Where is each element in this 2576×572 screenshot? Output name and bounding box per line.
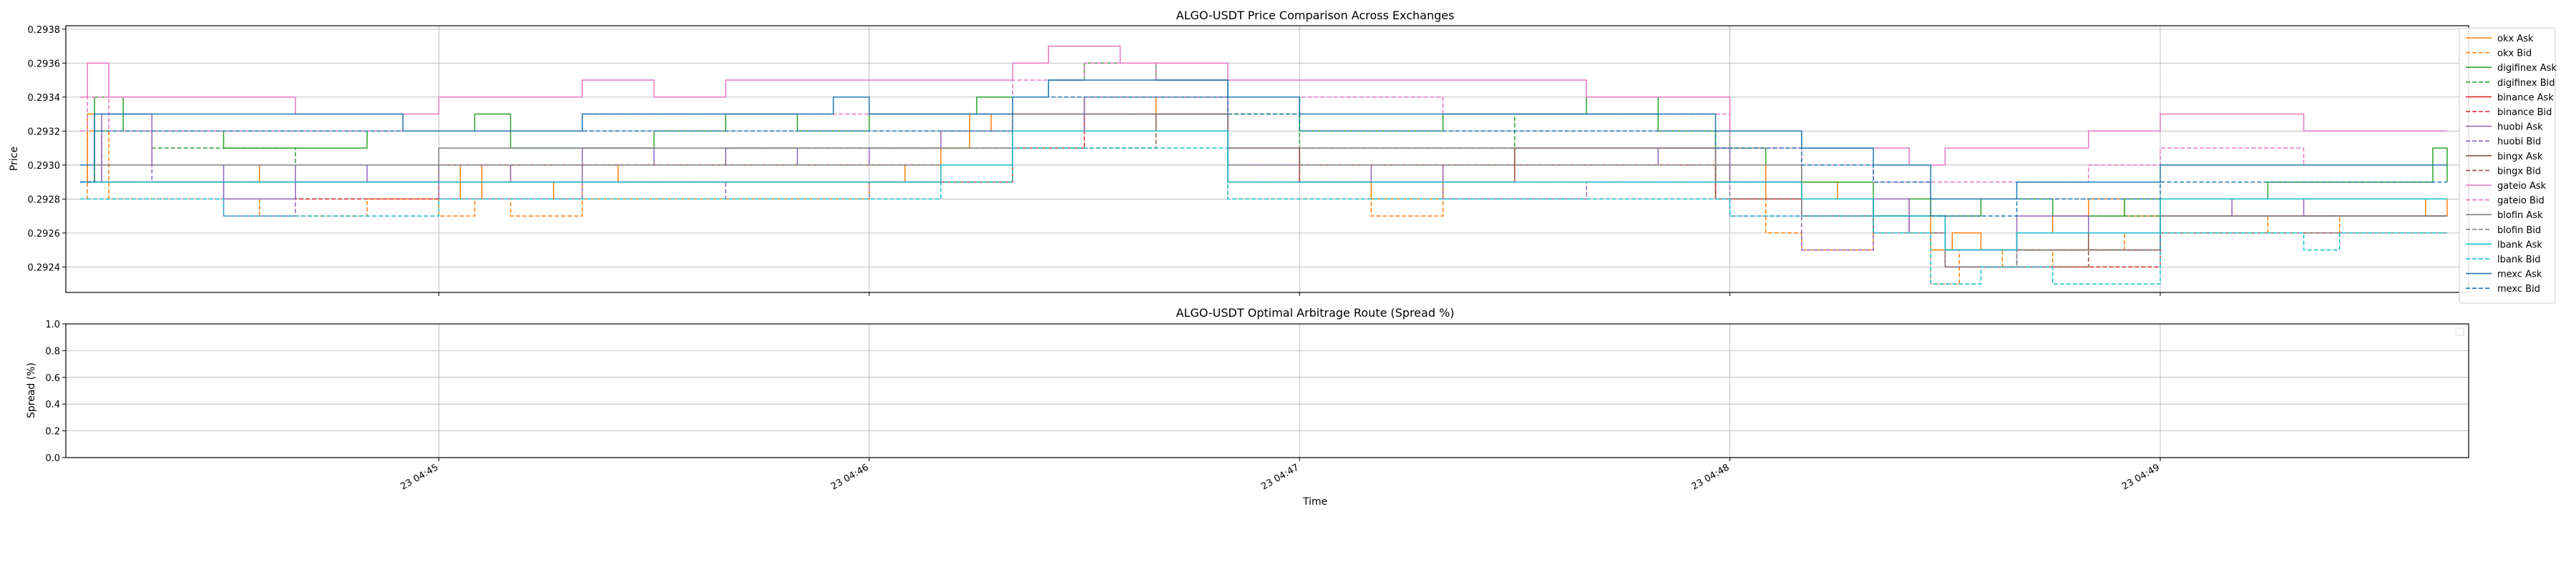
price-y-tick-label: 0.2932 xyxy=(28,127,61,137)
legend-label: gateio Bid xyxy=(2497,196,2545,207)
spread-y-axis-label: Spread (%) xyxy=(26,363,37,418)
spread-y-tick-label: 0.0 xyxy=(45,453,60,464)
price-y-tick-label: 0.2924 xyxy=(28,262,61,273)
series-line-lbank-ask xyxy=(80,130,2447,251)
legend-label: bingx Bid xyxy=(2497,166,2541,177)
legend-label: huobi Ask xyxy=(2497,122,2543,133)
series-line-lbank-bid xyxy=(80,147,2447,285)
spread-legend-box xyxy=(2455,327,2464,336)
series-line-bingx-bid xyxy=(80,130,2447,268)
spread-plot-frame xyxy=(65,323,2469,458)
price-y-ticks: 0.2924 0.2926 0.2928 0.2930 0.2932 0.2934 0.29… xyxy=(28,25,66,273)
legend-label: okx Bid xyxy=(2497,49,2532,59)
price-chart-title: ALGO-USDT Price Comparison Across Exchan… xyxy=(1176,9,1455,22)
spread-y-tick-label: 0.6 xyxy=(45,373,60,384)
legend-label: digifinex Ask xyxy=(2497,63,2557,74)
legend-label: digifinex Bid xyxy=(2497,78,2555,89)
legend-label: binance Bid xyxy=(2497,107,2552,118)
spread-x-axis-label: Time xyxy=(1302,496,1327,508)
price-y-tick-label: 0.2934 xyxy=(28,93,61,104)
legend-label: gateio Ask xyxy=(2497,181,2547,192)
legend-label: okx Ask xyxy=(2497,34,2534,44)
legend-label: bingx Ask xyxy=(2497,152,2543,162)
price-y-tick-label: 0.2926 xyxy=(28,229,61,240)
legend-label: mexc Bid xyxy=(2497,284,2540,295)
price-y-tick-label: 0.2938 xyxy=(28,25,61,36)
legend-label: lbank Bid xyxy=(2497,255,2541,265)
price-y-tick-label: 0.2936 xyxy=(28,59,61,69)
price-y-tick-label: 0.2928 xyxy=(28,194,61,205)
price-y-tick-label: 0.2930 xyxy=(28,161,61,172)
series-line-mexc-bid xyxy=(80,97,2447,217)
legend-label: mexc Ask xyxy=(2497,270,2542,280)
series-line-gateio-ask xyxy=(80,45,2447,166)
price-panel: ALGO-USDT Price Comparison Across Exchan… xyxy=(9,9,2469,296)
legend-label: huobi Bid xyxy=(2497,137,2541,147)
legend: okx Ask okx Bid digifinex Ask digifinex Bid… xyxy=(2459,27,2557,304)
legend-label: blofin Bid xyxy=(2497,225,2541,236)
price-series-group xyxy=(80,45,2448,285)
legend-label: lbank Ask xyxy=(2497,240,2542,250)
price-y-axis-label: Price xyxy=(9,147,20,171)
spread-chart-title: ALGO-USDT Optimal Arbitrage Route (Sprea… xyxy=(1176,306,1454,320)
spread-y-tick-label: 1.0 xyxy=(45,320,60,330)
legend-label: binance Ask xyxy=(2497,92,2554,103)
spread-y-ticks: 0.0 0.2 0.4 0.6 0.8 1.0 xyxy=(45,320,66,464)
spread-y-tick-label: 0.8 xyxy=(45,346,60,357)
spread-y-tick-label: 0.4 xyxy=(45,400,60,410)
spread-y-tick-label: 0.2 xyxy=(45,427,60,438)
legend-label: blofin Ask xyxy=(2497,210,2543,221)
price-x-ticks xyxy=(438,292,2161,296)
